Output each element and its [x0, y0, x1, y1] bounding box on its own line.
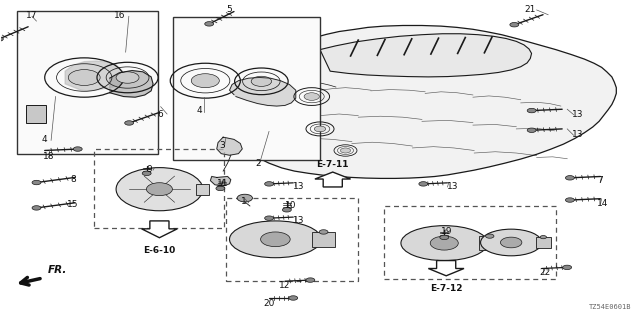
- Text: 8: 8: [70, 174, 76, 184]
- Circle shape: [500, 237, 522, 248]
- Circle shape: [540, 236, 547, 239]
- Polygon shape: [65, 61, 124, 91]
- Text: 12: 12: [279, 281, 291, 290]
- Polygon shape: [109, 70, 153, 97]
- Circle shape: [116, 72, 139, 83]
- Circle shape: [32, 180, 41, 185]
- Circle shape: [205, 22, 214, 26]
- Text: 22: 22: [540, 268, 551, 277]
- Circle shape: [260, 232, 290, 247]
- Circle shape: [314, 126, 326, 132]
- Text: 1: 1: [241, 197, 246, 206]
- Text: 6: 6: [157, 109, 163, 118]
- Text: 20: 20: [263, 299, 275, 308]
- Text: 13: 13: [293, 181, 305, 190]
- Circle shape: [527, 108, 536, 113]
- Circle shape: [216, 186, 225, 191]
- Text: 4: 4: [42, 135, 47, 144]
- Bar: [384, 206, 556, 279]
- Circle shape: [147, 183, 172, 196]
- Text: 13: 13: [572, 130, 583, 139]
- Circle shape: [340, 148, 351, 153]
- Circle shape: [419, 182, 428, 186]
- Polygon shape: [211, 177, 231, 186]
- Circle shape: [282, 208, 291, 212]
- Text: 17: 17: [26, 11, 37, 20]
- Bar: [479, 236, 500, 250]
- Polygon shape: [428, 260, 464, 276]
- Text: TZ54E0601B: TZ54E0601B: [588, 304, 631, 310]
- Text: 15: 15: [67, 200, 79, 209]
- Circle shape: [142, 171, 151, 176]
- Circle shape: [251, 76, 271, 86]
- Bar: [26, 105, 46, 123]
- Text: 4: 4: [196, 106, 202, 115]
- Text: 2: 2: [255, 159, 260, 168]
- Text: 13: 13: [572, 109, 583, 118]
- Text: E-7-11: E-7-11: [317, 160, 349, 169]
- Circle shape: [440, 235, 449, 240]
- Circle shape: [563, 265, 572, 270]
- Circle shape: [125, 121, 134, 125]
- Circle shape: [319, 230, 328, 234]
- Polygon shape: [315, 172, 351, 187]
- Bar: [312, 232, 335, 247]
- Circle shape: [73, 147, 82, 151]
- Circle shape: [265, 216, 273, 220]
- Text: 5: 5: [227, 5, 232, 14]
- Text: 16: 16: [113, 11, 125, 20]
- Polygon shape: [230, 77, 296, 106]
- Text: FR.: FR.: [48, 266, 67, 276]
- Circle shape: [430, 236, 458, 250]
- Polygon shape: [320, 34, 532, 77]
- Text: 19: 19: [441, 227, 452, 236]
- Bar: [226, 198, 358, 281]
- Circle shape: [486, 234, 494, 238]
- Polygon shape: [141, 221, 177, 238]
- Bar: [94, 149, 225, 228]
- Ellipse shape: [401, 226, 488, 260]
- Text: 18: 18: [43, 152, 54, 161]
- Ellipse shape: [481, 229, 541, 256]
- Polygon shape: [243, 26, 616, 178]
- Text: 7: 7: [597, 176, 603, 185]
- Circle shape: [510, 22, 519, 27]
- Circle shape: [68, 69, 100, 85]
- Circle shape: [566, 176, 574, 180]
- Circle shape: [0, 37, 3, 41]
- Circle shape: [289, 296, 298, 300]
- Ellipse shape: [230, 221, 321, 258]
- Bar: [17, 11, 157, 154]
- Circle shape: [265, 182, 273, 186]
- Circle shape: [566, 198, 574, 202]
- Text: 21: 21: [525, 5, 536, 14]
- Bar: [536, 237, 551, 248]
- Bar: [196, 184, 209, 195]
- Circle shape: [304, 93, 319, 100]
- Text: 13: 13: [293, 216, 305, 225]
- Text: 9: 9: [147, 165, 152, 174]
- Circle shape: [116, 168, 203, 211]
- Text: E-7-12: E-7-12: [430, 284, 463, 293]
- Circle shape: [237, 194, 252, 202]
- Circle shape: [191, 74, 220, 88]
- Text: 14: 14: [597, 199, 609, 208]
- Text: 10: 10: [285, 201, 296, 210]
- Bar: [173, 17, 320, 160]
- Circle shape: [527, 128, 536, 132]
- Circle shape: [306, 278, 315, 282]
- Circle shape: [32, 206, 41, 210]
- Text: 13: 13: [447, 181, 459, 190]
- Text: E-6-10: E-6-10: [143, 246, 175, 255]
- Polygon shape: [217, 137, 243, 155]
- Text: 3: 3: [220, 141, 225, 150]
- Text: 11: 11: [218, 179, 229, 188]
